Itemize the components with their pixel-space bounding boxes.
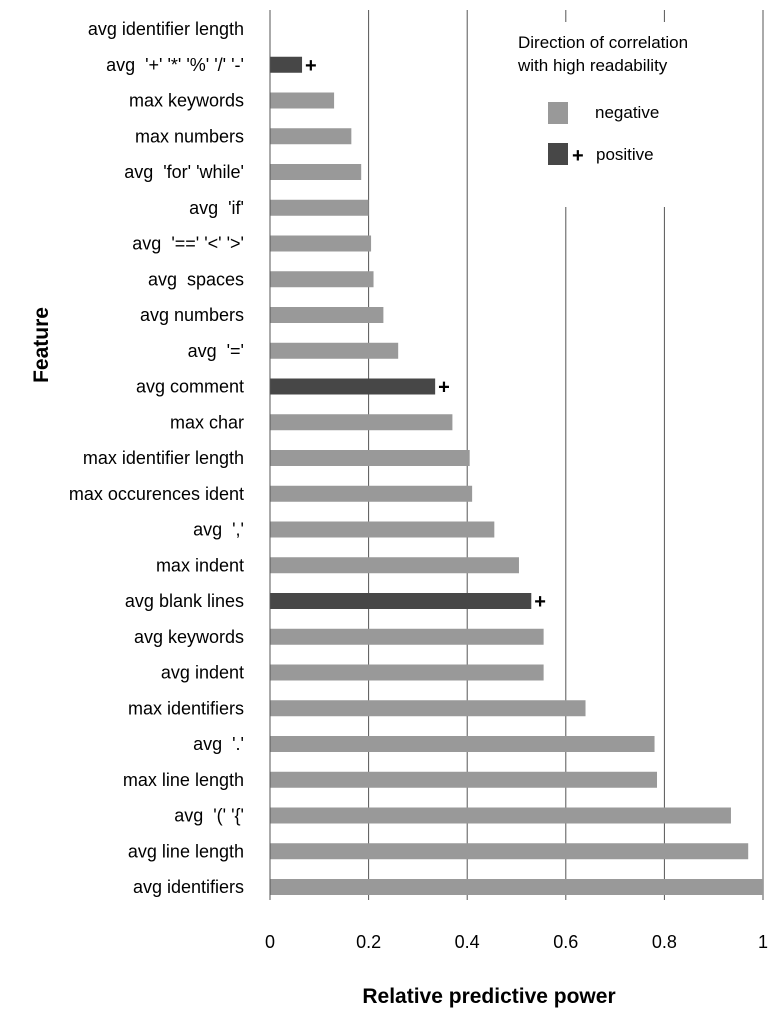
category-label: max numbers	[135, 126, 244, 146]
category-label: avg comment	[136, 377, 244, 397]
x-tick-label: 0.4	[455, 932, 480, 952]
positive-marker: +	[305, 55, 317, 77]
bar-negative	[270, 557, 519, 574]
category-label: max occurences ident	[69, 484, 244, 504]
bar-negative	[270, 700, 586, 717]
legend-title-line1: Direction of correlation	[518, 33, 688, 52]
bar-negative	[270, 664, 544, 681]
bar-negative	[270, 235, 372, 252]
legend-label-negative: negative	[595, 103, 659, 122]
category-label: avg spaces	[148, 269, 244, 289]
category-label: max keywords	[129, 91, 244, 111]
legend-title-line2: with high readability	[517, 56, 668, 75]
bar-positive	[270, 56, 303, 73]
bar-negative	[270, 843, 749, 860]
category-label: avg '==' '<' '>'	[132, 234, 244, 254]
category-label: avg '(' '{'	[174, 806, 244, 826]
category-label: avg ','	[193, 520, 244, 540]
bar-positive	[270, 378, 436, 395]
category-label: max identifiers	[128, 698, 244, 718]
x-tick-labels: 0 0.2 0.4 0.6 0.8 1	[265, 932, 768, 952]
bar-negative	[270, 271, 374, 288]
bar-positive	[270, 593, 532, 609]
legend-background	[498, 22, 760, 207]
bar-negative	[270, 485, 473, 502]
category-label: avg indent	[161, 663, 244, 683]
bar-negative	[270, 736, 655, 752]
positive-marker: +	[534, 591, 546, 613]
positive-marker: +	[438, 377, 450, 399]
category-label: avg keywords	[134, 627, 244, 647]
bars: + + +	[270, 55, 763, 895]
legend-plus-marker: +	[572, 145, 584, 167]
bar-negative	[270, 92, 335, 109]
category-label: avg blank lines	[125, 591, 244, 611]
x-tick-label: 1	[758, 932, 768, 952]
category-label: avg 'for' 'while'	[124, 162, 244, 182]
bar-negative	[270, 628, 544, 645]
bar-negative	[270, 807, 731, 824]
legend: Direction of correlation with high reada…	[498, 22, 760, 207]
legend-swatch-negative	[548, 102, 568, 124]
category-label: max identifier length	[83, 448, 244, 468]
category-label: avg identifier length	[88, 19, 244, 39]
category-label: avg identifiers	[133, 877, 244, 897]
bar-negative	[270, 164, 362, 180]
legend-label-positive: positive	[596, 145, 654, 164]
legend-swatch-positive	[548, 143, 568, 165]
bar-negative	[270, 414, 453, 431]
x-tick-label: 0.2	[356, 932, 381, 952]
category-label: max indent	[156, 555, 244, 575]
category-label: avg numbers	[140, 305, 244, 325]
bar-negative	[270, 199, 369, 216]
category-label: max char	[170, 412, 244, 432]
bar-negative	[270, 450, 470, 466]
category-labels: avg identifier length avg '+' '*' '%' '/'…	[69, 19, 244, 897]
x-axis-title: Relative predictive power	[362, 985, 615, 1008]
category-label: avg '+' '*' '%' '/' '-'	[106, 55, 244, 75]
bar-negative	[270, 879, 763, 895]
x-tick-label: 0.8	[652, 932, 677, 952]
category-label: max line length	[123, 770, 244, 790]
bar-negative	[270, 521, 495, 538]
category-label: avg line length	[128, 841, 244, 861]
category-label: avg 'if'	[189, 198, 244, 218]
bar-negative	[270, 771, 658, 788]
bar-negative	[270, 307, 384, 323]
category-label: avg '='	[188, 341, 244, 361]
x-tick-label: 0.6	[553, 932, 578, 952]
bar-negative	[270, 342, 399, 359]
x-tick-label: 0	[265, 932, 275, 952]
category-label: avg '.'	[193, 734, 244, 754]
y-axis-title: Feature	[30, 307, 53, 383]
bar-negative	[270, 128, 352, 145]
